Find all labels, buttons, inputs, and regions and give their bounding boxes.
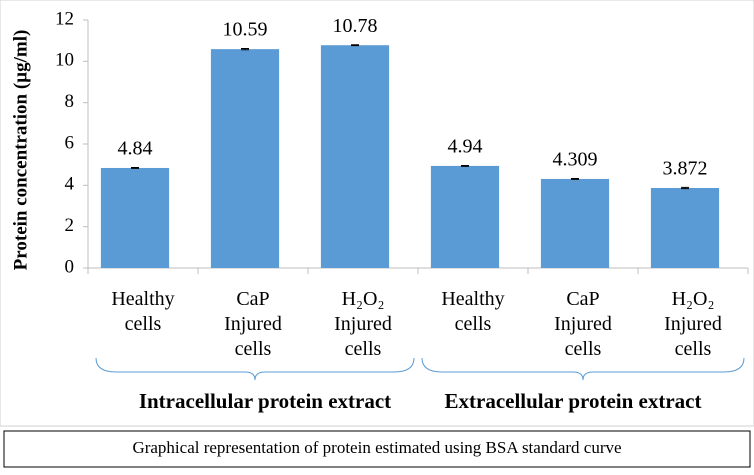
x-tick-label-line: Healthy (441, 288, 504, 310)
bar (540, 178, 610, 268)
x-tick-label: CaP Injured cells (554, 288, 612, 360)
data-label: 4.84 (118, 138, 153, 160)
x-tick-label-line: Injured (554, 313, 612, 335)
y-tick-label: 10 (55, 50, 74, 71)
data-label: 10.59 (223, 19, 268, 41)
group-bracket (95, 357, 415, 381)
x-tick-label: Healthy cells (441, 288, 504, 335)
error-bar (351, 44, 359, 47)
x-tick-label: CaP Injured cells (224, 288, 282, 360)
y-tick-label: 12 (55, 8, 74, 29)
y-tick-label: 2 (65, 215, 75, 236)
x-tick-label: Healthy cells (111, 288, 174, 335)
x-tick-label-line: cells (235, 338, 272, 360)
x-tick-label-line: cells (565, 338, 602, 360)
x-tick-label-line: H₂O₂ (342, 288, 385, 310)
caption-box (3, 430, 751, 468)
bar (650, 187, 720, 268)
x-tick-label-line: cells (675, 338, 712, 360)
y-tick-label: 4 (65, 174, 75, 195)
x-tick-label-line: H₂O₂ (672, 288, 715, 310)
data-label: 4.309 (553, 149, 598, 171)
x-tick-label: H₂O₂ Injured cells (334, 288, 392, 360)
data-label: 4.94 (448, 136, 483, 158)
x-tick-label-line: CaP (236, 288, 269, 310)
x-tick-label-line: Injured (664, 313, 722, 335)
caption: Graphical representation of protein esti… (132, 438, 621, 457)
error-bar (461, 164, 469, 167)
error-bar (571, 178, 579, 180)
group-label: Extracellular protein extract (445, 389, 702, 413)
data-label: 10.78 (333, 15, 378, 37)
error-bar (241, 48, 249, 51)
bar (210, 49, 280, 268)
bar (430, 165, 500, 268)
x-tick-label-line: cells (345, 338, 382, 360)
bar (320, 45, 390, 268)
x-tick-label: H₂O₂ Injured cells (664, 288, 722, 360)
bar (100, 167, 170, 268)
x-tick-label-line: CaP (566, 288, 599, 310)
group-bracket (421, 357, 745, 381)
y-tick-label: 6 (65, 132, 75, 153)
x-tick-label-line: Healthy (111, 288, 174, 310)
x-tick-label-line: Injured (224, 313, 282, 335)
x-tick-label-line: cells (455, 313, 492, 335)
data-label: 3.872 (663, 158, 708, 180)
y-axis-label: Protein concentration (µg/ml) (10, 30, 31, 271)
x-tick-label-line: cells (125, 313, 162, 335)
x-tick-label-line: Injured (334, 313, 392, 335)
y-tick-label: 0 (65, 256, 75, 277)
error-bar (681, 186, 689, 190)
y-tick-label: 8 (65, 91, 75, 112)
group-label: Intracellular protein extract (139, 389, 391, 413)
error-bar (131, 167, 139, 169)
